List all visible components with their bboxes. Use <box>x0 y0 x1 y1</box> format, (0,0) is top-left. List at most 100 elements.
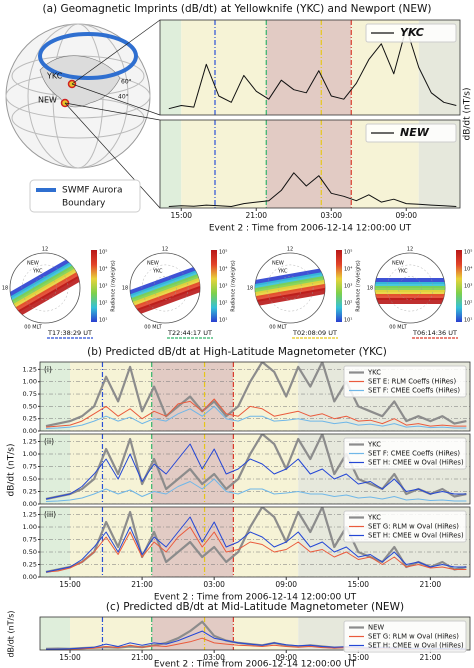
latitude-label: 60° <box>121 79 132 86</box>
polar-grid <box>278 276 302 300</box>
panel-label: (i) <box>44 365 52 374</box>
mlt-label: 00 MLT <box>24 325 42 331</box>
shaded-region <box>151 362 234 431</box>
legend-label: SET H: CMEE w Oval (HiRes) <box>368 642 464 650</box>
shaded-region <box>40 507 71 577</box>
band <box>375 278 445 284</box>
polar-grid <box>266 264 314 312</box>
mlt-label: 00 MLT <box>389 325 407 331</box>
shaded-region <box>151 617 234 650</box>
legend-label: SWMF Aurora <box>62 186 123 196</box>
panel-title: (a) Geomagnetic Imprints (dB/dt) at Yell… <box>43 3 432 15</box>
axes-frame <box>39 361 471 432</box>
colorbar-tick: 10¹ <box>464 318 472 324</box>
colorbar-tick: 10³ <box>464 284 472 290</box>
legend-label: YKC <box>367 369 381 377</box>
x-tick-label: 15:00 <box>59 653 81 662</box>
band <box>5 263 86 314</box>
station-label: YKC <box>277 269 288 275</box>
shaded-region <box>266 120 352 208</box>
colorbar-tick: 10³ <box>99 284 107 290</box>
y-tick-label: 1.25 <box>23 511 37 519</box>
band <box>375 298 445 304</box>
colorbar-tick: 10⁴ <box>464 267 472 273</box>
band <box>375 286 445 292</box>
mlt-label: 18 <box>122 286 128 292</box>
frame-time: T02:08:09 UT <box>292 329 337 337</box>
frame-time: T06:14:36 UT <box>412 329 457 337</box>
legend-label: SET H: CMEE w Oval (HiRes) <box>368 532 464 540</box>
panel-label: (iii) <box>44 510 56 519</box>
legend-label: SET E: RLM Coeffs (HiRes) <box>368 378 456 386</box>
x-tick-label: 21:00 <box>245 211 267 220</box>
mlt-label: 12 <box>162 247 168 253</box>
colorbar-tick: 10⁴ <box>219 267 227 273</box>
x-tick-label: 21:00 <box>131 580 153 589</box>
colorbar <box>211 250 217 322</box>
y-tick-label: 1.00 <box>23 450 37 458</box>
shaded-region <box>266 20 352 115</box>
x-tick-label: 03:00 <box>203 653 225 662</box>
colorbar-tick: 10¹ <box>219 318 227 324</box>
y-tick-label: 0.00 <box>23 573 37 581</box>
x-tick-label: 09:00 <box>275 653 297 662</box>
colorbar-tick: 10⁵ <box>464 250 472 256</box>
data-line <box>45 516 467 573</box>
colorbar <box>336 250 342 322</box>
shaded-region <box>151 507 234 577</box>
mlt-label: 18 <box>367 286 373 292</box>
shaded-region <box>70 507 152 577</box>
x-tick-label: 15:00 <box>347 580 369 589</box>
x-tick-label: 21:00 <box>131 653 153 662</box>
legend-box <box>343 437 467 470</box>
x-tick-label: 03:00 <box>203 580 225 589</box>
station-label: NEW <box>38 96 57 105</box>
y-tick-label: 0.25 <box>23 561 37 569</box>
station-label: YKC <box>32 269 43 275</box>
x-tick-label: 15:00 <box>59 580 81 589</box>
shaded-region <box>181 120 267 208</box>
legend-box <box>343 365 467 398</box>
legend-label: Boundary <box>62 199 106 209</box>
station-label: NEW <box>272 261 284 267</box>
polar-grid <box>153 276 177 300</box>
colorbar-tick: 10⁵ <box>344 250 352 256</box>
data-line <box>45 478 467 502</box>
data-line <box>45 405 467 429</box>
colorbar-tick: 10⁵ <box>219 250 227 256</box>
data-line <box>45 443 467 500</box>
y-axis-label: dB/dt (nT/s) <box>463 88 473 141</box>
colorbar-tick: 10¹ <box>99 318 107 324</box>
shaded-region <box>151 434 234 504</box>
globe: YKC NEW 60° 40° SWMF Aurora Boundary <box>5 19 161 213</box>
colorbar-tick: 10² <box>344 301 352 307</box>
shaded-region <box>160 120 182 208</box>
shaded-region <box>181 20 267 115</box>
axes-frame <box>39 616 471 651</box>
x-axis-label: Event 2 : Time from 2006-12-14 12:00:00 … <box>154 660 357 668</box>
band <box>375 294 445 300</box>
band <box>249 286 331 308</box>
colorbar-tick: 10¹ <box>344 318 352 324</box>
shaded-region <box>40 362 71 431</box>
colorbar-label: Radiance (rayleighs) <box>111 260 117 311</box>
mlt-label: 12 <box>42 247 48 253</box>
station-label: YKC <box>152 269 163 275</box>
band <box>9 270 90 321</box>
legend-label: SET G: RLM w Oval (HiRes) <box>368 523 459 531</box>
mlt-label: 18 <box>2 286 8 292</box>
legend-box <box>343 510 467 543</box>
shaded-region <box>40 434 71 504</box>
band <box>126 282 210 319</box>
data-line <box>45 434 467 501</box>
aurora-band <box>0 253 90 321</box>
axes-frame <box>159 119 461 209</box>
legend-label: SET F: CMEE Coeffs (HiRes) <box>368 450 460 458</box>
y-axis-label: dB/dt (nT/s) <box>7 444 17 497</box>
x-tick-label: 03:00 <box>320 211 342 220</box>
x-tick-label: 15:00 <box>170 211 192 220</box>
legend-label: YKC <box>400 26 424 39</box>
legend-label: SET H: CMEE w Oval (HiRes) <box>368 459 464 467</box>
